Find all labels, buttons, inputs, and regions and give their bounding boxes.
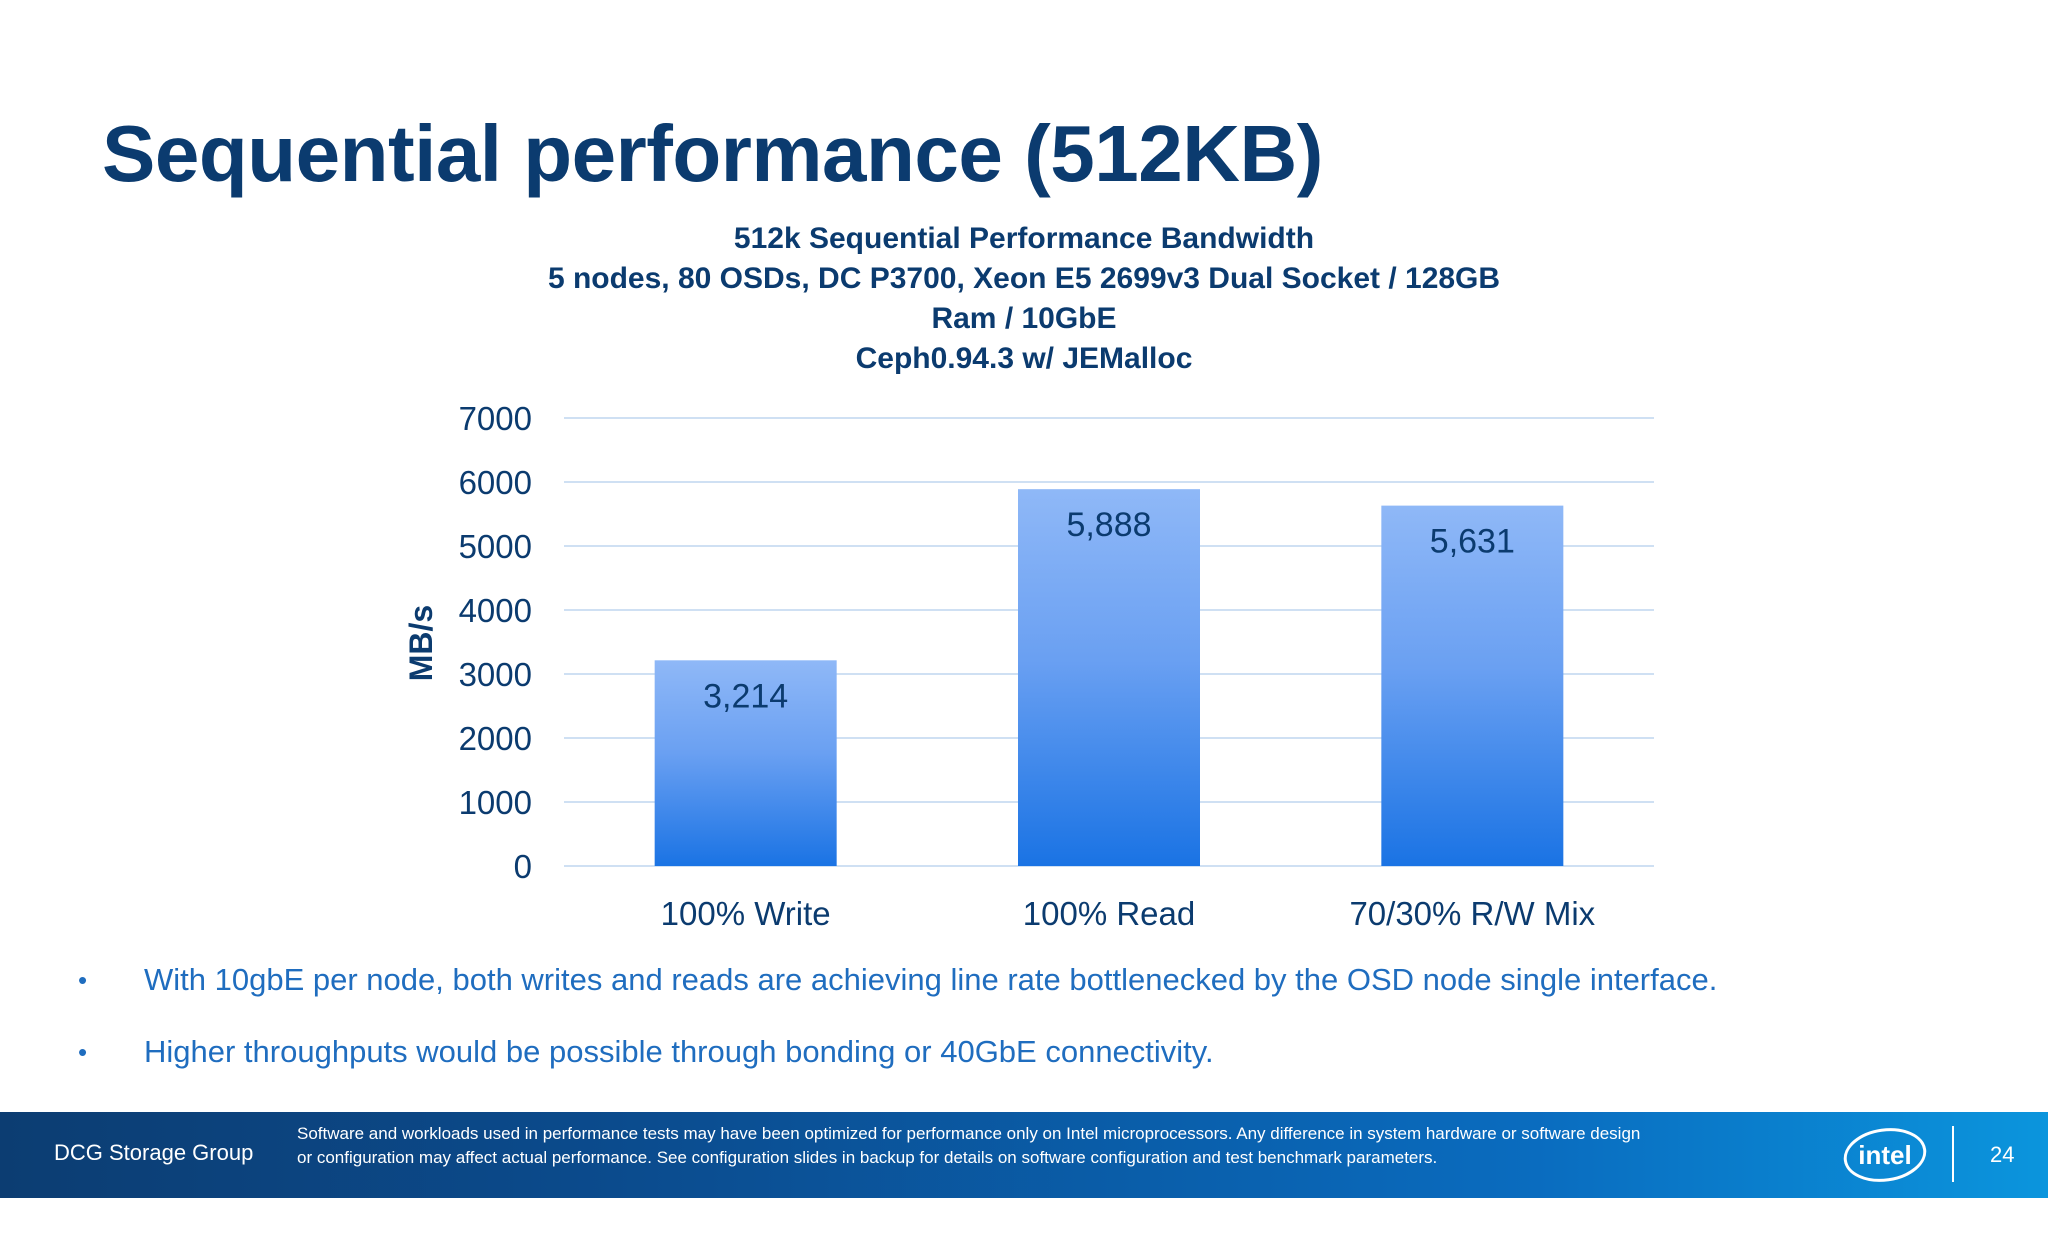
group-name: DCG Storage Group [54, 1140, 253, 1166]
y-tick-label: 0 [514, 848, 532, 885]
data-label: 3,214 [703, 677, 788, 715]
y-tick-label: 4000 [459, 592, 532, 629]
chart-title-line: 5 nodes, 80 OSDs, DC P3700, Xeon E5 2699… [548, 262, 1500, 295]
bullet-text: With 10gbE per node, both writes and rea… [144, 962, 1717, 997]
bar-chart-svg: 512k Sequential Performance Bandwidth 5 n… [0, 0, 2048, 960]
chart-title-line: Ceph0.94.3 w/ JEMalloc [856, 342, 1193, 375]
y-tick-label: 2000 [459, 720, 532, 757]
y-tick-label: 5000 [459, 528, 532, 565]
page-number: 24 [1990, 1142, 2014, 1168]
footer-divider [1952, 1126, 1954, 1182]
bullet-marker: • [78, 956, 87, 1004]
bullet-item: • Higher throughputs would be possible t… [78, 1028, 1717, 1100]
x-category-label: 100% Write [661, 895, 831, 932]
bullet-item: • With 10gbE per node, both writes and r… [78, 956, 1717, 1028]
bar [1018, 489, 1200, 866]
y-tick-label: 1000 [459, 784, 532, 821]
chart-title: 512k Sequential Performance Bandwidth 5 n… [548, 222, 1500, 375]
x-category-label: 100% Read [1023, 895, 1195, 932]
x-category-label: 70/30% R/W Mix [1349, 895, 1595, 932]
bandwidth-chart: 512k Sequential Performance Bandwidth 5 n… [0, 0, 2048, 960]
bullet-text: Higher throughputs would be possible thr… [144, 1034, 1214, 1069]
chart-title-line: 512k Sequential Performance Bandwidth [734, 222, 1314, 255]
y-axis-title: MB/s [403, 605, 439, 681]
data-label: 5,631 [1430, 523, 1515, 561]
data-label: 5,888 [1066, 506, 1151, 544]
y-tick-label: 6000 [459, 464, 532, 501]
chart-title-line: Ram / 10GbE [931, 302, 1116, 335]
x-axis-categories: 100% Write 100% Read 70/30% R/W Mix [661, 895, 1596, 932]
y-tick-label: 3000 [459, 656, 532, 693]
disclaimer-text: Software and workloads used in performan… [297, 1122, 1657, 1170]
bullet-list: • With 10gbE per node, both writes and r… [78, 956, 1717, 1100]
footer-bar: DCG Storage Group Software and workloads… [0, 1112, 2048, 1198]
intel-logo-icon: intel [1843, 1126, 1927, 1184]
y-tick-label: 7000 [459, 400, 532, 437]
logo-text: intel [1858, 1140, 1911, 1170]
y-axis-ticks: 0 1000 2000 3000 4000 5000 6000 7000 [459, 400, 532, 885]
bullet-marker: • [78, 1028, 87, 1076]
